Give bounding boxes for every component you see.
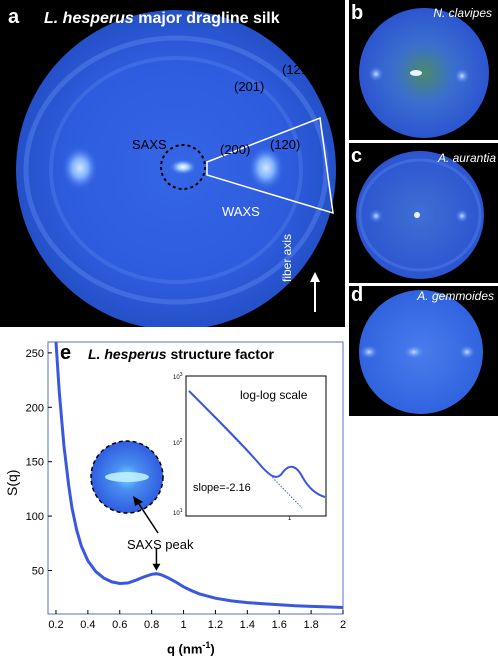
loglog-fit-line bbox=[188, 390, 303, 509]
y-tick-label: 50 bbox=[32, 565, 44, 577]
y-tick-label: 200 bbox=[26, 402, 44, 414]
reflection-200: (200) bbox=[220, 142, 251, 157]
saxs-center bbox=[169, 159, 197, 175]
x-tick-label: 0.2 bbox=[48, 619, 63, 631]
species-d: A. gemmoides bbox=[417, 289, 494, 303]
species-c: A. aurantia bbox=[437, 151, 496, 165]
inset-slope: slope=-2.16 bbox=[193, 482, 251, 494]
y-axis-label: S(q) bbox=[4, 469, 20, 496]
equatorial-spot-left bbox=[62, 146, 98, 190]
panel-b-pattern bbox=[359, 8, 489, 138]
panel-c-pattern bbox=[356, 151, 484, 279]
waxs-wedge bbox=[206, 116, 334, 215]
loglog-curve bbox=[188, 390, 326, 498]
waxs-label: WAXS bbox=[222, 204, 260, 219]
x-tick-label: 1.4 bbox=[240, 619, 255, 631]
panel-d-pattern bbox=[359, 290, 483, 414]
reflection-120: (120) bbox=[270, 137, 301, 152]
x-tick-label: 2 bbox=[340, 619, 346, 631]
fiber-axis-label: fiber axis bbox=[280, 233, 294, 282]
inset-ytick-mid: 102 bbox=[173, 438, 183, 447]
x-tick-label: 0.6 bbox=[112, 619, 127, 631]
fiber-axis-arrow bbox=[310, 272, 320, 282]
panel-e-title: L. hesperus structure factor bbox=[88, 346, 274, 362]
panel-label-e: e bbox=[60, 342, 72, 364]
panel-b: b N. clavipes bbox=[349, 0, 498, 140]
x-axis-label: q (nm-1) bbox=[167, 640, 215, 657]
species-b: N. clavipes bbox=[433, 6, 492, 20]
x-tick-label: 1.2 bbox=[208, 619, 223, 631]
structure-factor-curve bbox=[54, 341, 344, 609]
x-tick-label: 0.4 bbox=[80, 619, 95, 631]
loglog-inset-frame bbox=[185, 375, 327, 517]
panel-label-b: b bbox=[351, 2, 364, 24]
saxs-label: SAXS bbox=[132, 137, 167, 152]
x-tick-label: 1 bbox=[180, 619, 186, 631]
inset-title: log-log scale bbox=[240, 388, 308, 402]
panel-d: d A. gemmoides bbox=[349, 286, 498, 416]
inset-xtick: 1 bbox=[288, 516, 292, 522]
y-tick-label: 150 bbox=[26, 457, 44, 469]
structure-factor-plot: 0.2 0.4 0.6 0.8 1 1.2 1.4 1.6 1.8 2 50 100 150 200 25… bbox=[26, 341, 346, 631]
panel-label-c: c bbox=[351, 145, 363, 167]
reflection-121: (121) bbox=[282, 62, 313, 77]
panel-label-a: a bbox=[8, 6, 20, 28]
panel-a-title: L. hesperus major dragline silk bbox=[44, 10, 280, 27]
panel-a-pattern bbox=[16, 10, 336, 327]
x-tick-label: 1.6 bbox=[272, 619, 287, 631]
y-tick-label: 100 bbox=[26, 511, 44, 523]
saxs-circle bbox=[160, 144, 206, 190]
saxs-peak-arrow bbox=[152, 563, 161, 571]
panel-c: c A. aurantia bbox=[349, 143, 498, 283]
y-tick-label: 250 bbox=[26, 348, 44, 360]
panel-label-d: d bbox=[351, 286, 364, 306]
x-tick-label: 1.8 bbox=[303, 619, 318, 631]
panel-e-chart: 0.2 0.4 0.6 0.8 1 1.2 1.4 1.6 1.8 2 50 100 150 200 25… bbox=[0, 332, 360, 667]
x-tick-label: 0.8 bbox=[144, 619, 159, 631]
saxs-peak-label: SAXS peak bbox=[127, 537, 194, 552]
reflection-201: (201) bbox=[234, 79, 265, 94]
equatorial-spot-right bbox=[248, 146, 284, 190]
panel-a: a L. hesperus major dragline silk (121) … bbox=[0, 0, 345, 327]
inset-ytick-top: 103 bbox=[173, 372, 183, 381]
inset-ytick-bot: 101 bbox=[173, 508, 183, 517]
